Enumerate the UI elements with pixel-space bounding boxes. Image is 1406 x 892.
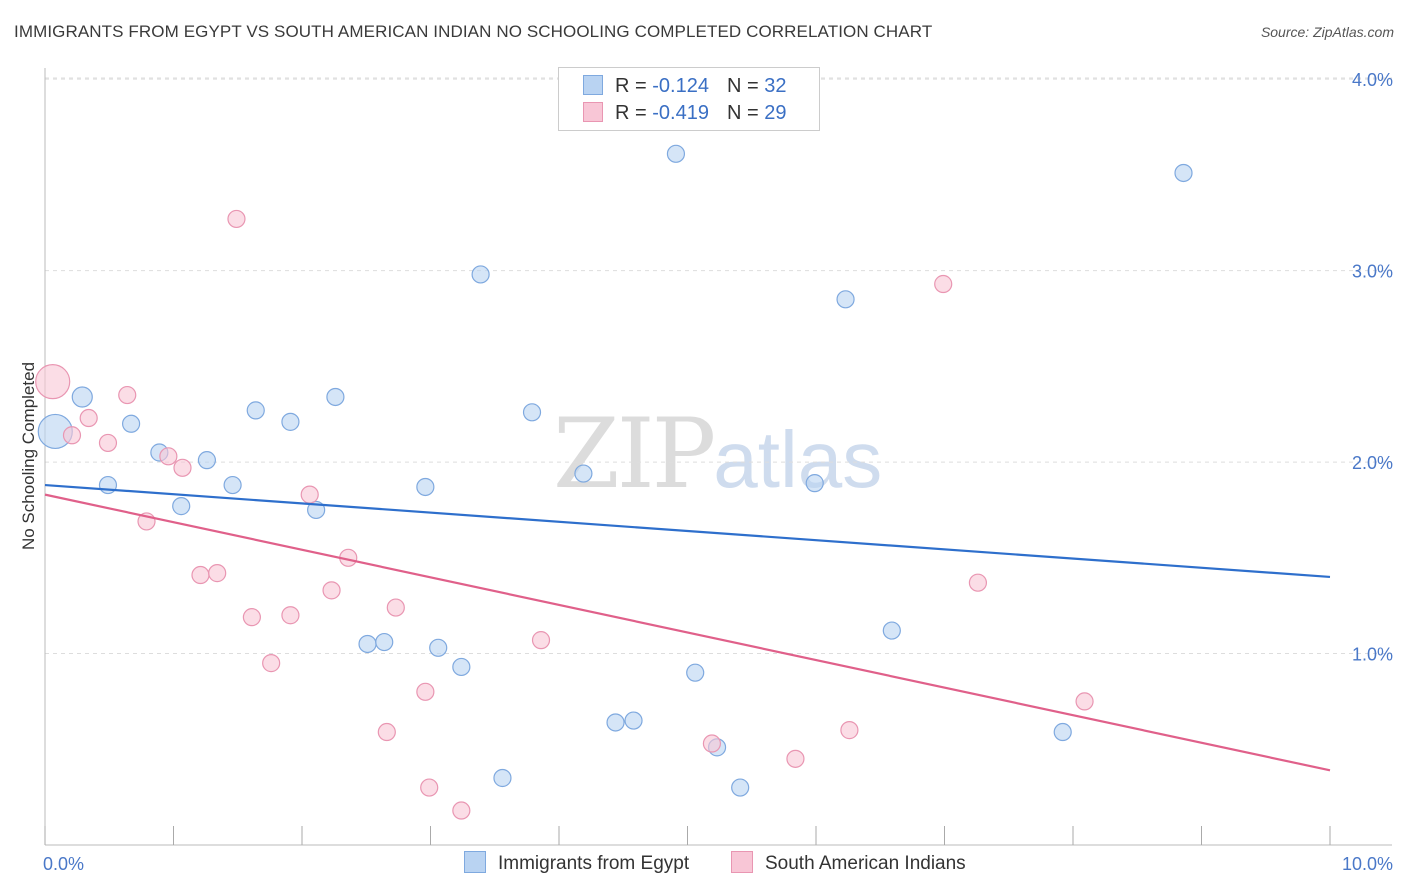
egypt-point <box>197 451 217 470</box>
egypt-point <box>666 144 686 163</box>
sai-point <box>35 364 71 400</box>
egypt-point <box>1174 163 1193 183</box>
trend-line-sai <box>44 493 1331 772</box>
trend-line-egypt <box>44 483 1331 579</box>
egypt-point <box>574 464 593 483</box>
sai-point <box>98 433 118 453</box>
sai-point <box>1075 692 1094 711</box>
egypt-point <box>429 638 448 657</box>
bottom-legend-swatch-sai <box>731 851 753 873</box>
watermark: ZIPatlas <box>553 398 882 510</box>
axes <box>44 68 1392 846</box>
legend-n-label: N = <box>726 75 759 97</box>
egypt-point <box>686 663 705 682</box>
sai-point <box>934 274 953 294</box>
sai-point <box>227 209 246 229</box>
y-tick-label: 2.0% <box>1352 453 1393 473</box>
y-tick-label: 4.0% <box>1352 70 1393 90</box>
legend-n-value-egypt: 32 <box>764 75 787 97</box>
egypt-point <box>452 657 471 677</box>
legend-n-label: N = <box>726 102 759 124</box>
egypt-point <box>731 778 750 797</box>
egypt-point <box>836 290 855 309</box>
legend-r-value-sai: -0.419 <box>652 102 709 124</box>
chart-title: IMMIGRANTS FROM EGYPT VS SOUTH AMERICAN … <box>14 22 933 41</box>
sai-point <box>322 581 341 600</box>
sai-point <box>159 447 178 466</box>
trend-lines <box>44 483 1331 772</box>
sai-point <box>191 565 210 585</box>
egypt-point <box>375 632 394 652</box>
sai-point <box>242 608 261 627</box>
sai-point <box>300 485 319 504</box>
egypt-point <box>326 387 345 407</box>
series-sai-points <box>35 209 1094 820</box>
sai-point <box>208 564 227 583</box>
legend-swatch-sai <box>583 102 603 122</box>
egypt-point <box>71 386 93 408</box>
egypt-point <box>358 634 377 654</box>
egypt-point <box>172 497 191 516</box>
sai-point <box>416 682 435 701</box>
sai-point <box>531 631 551 650</box>
series-egypt-points <box>37 144 1193 797</box>
sai-point <box>281 606 300 625</box>
legend-row-egypt: R = -0.124 N = 32 <box>583 75 786 99</box>
egypt-point <box>522 403 542 422</box>
sai-point <box>173 458 192 477</box>
sai-point <box>377 722 396 742</box>
y-axis-title: No Schooling Completed <box>19 362 38 550</box>
bottom-legend-egypt: Immigrants from Egypt <box>464 851 689 875</box>
bottom-legend-sai: South American Indians <box>731 851 966 875</box>
egypt-point <box>805 474 824 493</box>
watermark-zip: ZIP <box>553 398 716 510</box>
egypt-point <box>246 401 265 420</box>
legend-r-label: R = <box>615 75 647 97</box>
egypt-point <box>223 475 242 495</box>
sai-point <box>702 734 722 753</box>
sai-point <box>262 654 281 673</box>
sai-point <box>786 749 805 768</box>
egypt-point <box>606 713 625 732</box>
egypt-point <box>493 768 512 788</box>
chart-source: Source: ZipAtlas.com <box>1260 24 1394 40</box>
sai-point <box>386 598 405 617</box>
x-tick-label: 0.0% <box>43 854 84 874</box>
legend-r-label: R = <box>615 102 647 124</box>
sai-point <box>62 426 82 445</box>
bottom-legend-label-egypt: Immigrants from Egypt <box>498 853 690 874</box>
egypt-point <box>882 621 901 640</box>
watermark-atlas: atlas <box>713 415 883 504</box>
correlation-legend: R = -0.124 N = 32 R = -0.419 N = 29 <box>558 67 820 131</box>
legend-row-sai: R = -0.419 N = 29 <box>583 102 786 126</box>
legend-swatch-egypt <box>583 75 603 95</box>
sai-point <box>79 408 98 428</box>
bottom-legend-swatch-egypt <box>464 851 486 873</box>
tick-labels: 1.0% 2.0% 3.0% 4.0% 0.0% 10.0% No Schooling Co… <box>19 70 1393 874</box>
legend-r-value-egypt: -0.124 <box>652 75 709 97</box>
bottom-legend-label-sai: South American Indians <box>765 853 966 874</box>
sai-point <box>452 801 471 820</box>
egypt-point <box>121 414 141 433</box>
egypt-point <box>416 477 435 497</box>
legend-n-value-sai: 29 <box>764 102 787 124</box>
sai-point <box>420 778 439 797</box>
y-tick-label: 3.0% <box>1352 262 1393 282</box>
y-tick-label: 1.0% <box>1352 645 1393 665</box>
egypt-point <box>624 711 643 730</box>
egypt-point <box>471 265 490 284</box>
sai-point <box>968 573 988 592</box>
sai-point <box>118 385 137 405</box>
x-tick-label: 10.0% <box>1342 854 1393 874</box>
egypt-point <box>1053 722 1072 742</box>
sai-point <box>840 721 859 740</box>
egypt-point <box>281 412 300 431</box>
